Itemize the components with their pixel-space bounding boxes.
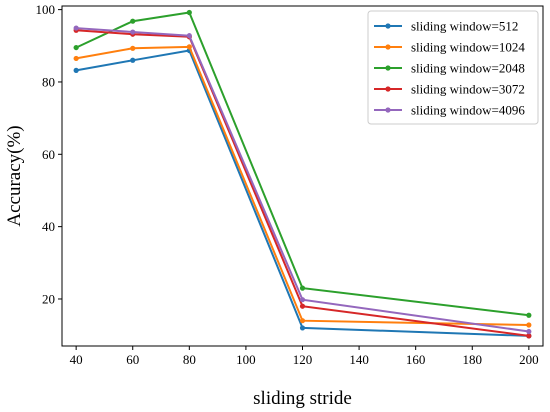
series-3-point xyxy=(130,18,136,24)
series-5-point xyxy=(73,25,79,31)
ticks-layer: 40 60 80 100 120 140 160 180 200 20 40 60 80 100 xyxy=(36,2,539,367)
series-1-point xyxy=(73,67,79,73)
legend-label: sliding window=2048 xyxy=(411,61,525,76)
x-tick-label: 160 xyxy=(406,352,426,367)
series-1-point xyxy=(299,325,306,331)
legend-label: sliding window=3072 xyxy=(411,82,525,97)
series-2-point xyxy=(526,322,532,328)
series-5-point xyxy=(186,33,192,39)
series-4-point xyxy=(299,303,306,309)
legend-box xyxy=(367,10,539,125)
series-2-point xyxy=(299,318,306,324)
legend-marker xyxy=(385,107,391,113)
series-2-point xyxy=(130,45,136,51)
x-tick-label: 60 xyxy=(126,352,139,367)
y-tick-label: 40 xyxy=(42,219,55,234)
series-4-point xyxy=(526,333,532,339)
y-axis-title: Accuracy(%) xyxy=(4,125,25,226)
legend-marker xyxy=(385,65,391,71)
x-tick-label: 100 xyxy=(236,352,256,367)
series-5-point xyxy=(299,297,306,303)
legend-label: sliding window=512 xyxy=(411,19,518,34)
legend-marker xyxy=(385,44,391,50)
y-tick-label: 60 xyxy=(42,147,55,162)
y-tick-label: 100 xyxy=(36,2,56,17)
lines-layer xyxy=(73,9,532,339)
legend-label: sliding window=1024 xyxy=(411,40,525,55)
x-axis-title: sliding stride xyxy=(253,388,352,409)
series-3-point xyxy=(186,9,192,16)
series-3-point xyxy=(526,312,532,318)
x-tick-label: 140 xyxy=(349,352,369,367)
series-2-point xyxy=(73,55,79,62)
x-tick-label: 200 xyxy=(519,352,539,367)
series-5-point xyxy=(130,29,136,35)
y-tick-label: 20 xyxy=(42,291,55,306)
series-2-point xyxy=(186,44,192,50)
x-tick-label: 180 xyxy=(463,352,483,367)
series-5-point xyxy=(526,328,532,335)
series-1-point xyxy=(130,57,136,63)
x-tick-label: 40 xyxy=(70,352,83,367)
x-tick-label: 120 xyxy=(293,352,313,367)
legend-marker xyxy=(385,86,391,92)
plot-frame xyxy=(61,5,544,347)
legend-marker xyxy=(385,23,391,29)
legend-label: sliding window=4096 xyxy=(411,103,525,118)
legend: sliding window=512 sliding window=1024 sli… xyxy=(367,10,539,125)
series-3-point xyxy=(73,44,79,51)
y-tick-label: 80 xyxy=(42,74,55,89)
series-3-point xyxy=(299,285,306,291)
x-tick-label: 80 xyxy=(183,352,196,367)
